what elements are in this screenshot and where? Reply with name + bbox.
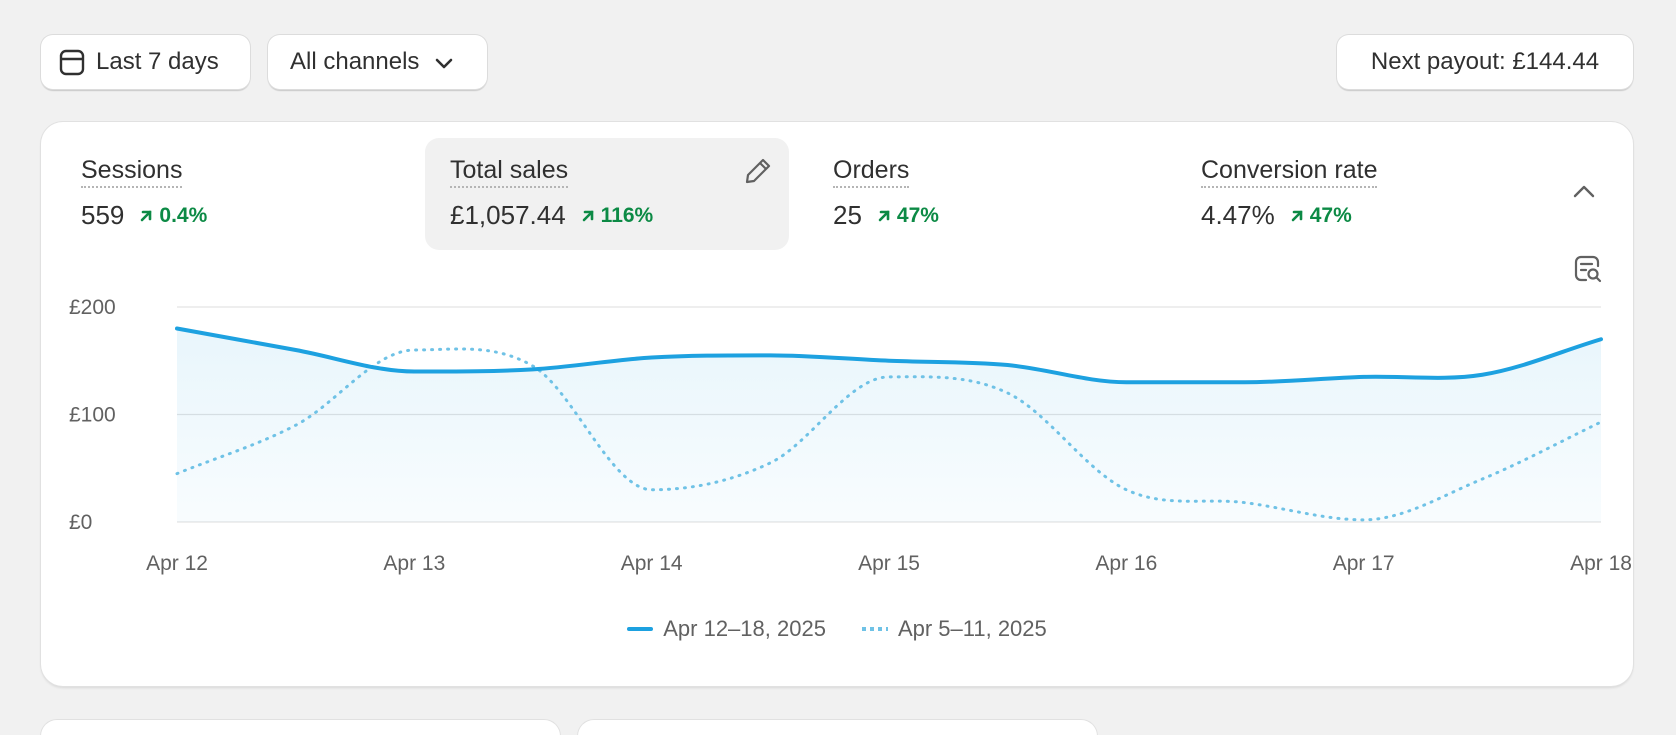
metric-change: 0.4% bbox=[138, 204, 207, 228]
metric-value: £1,057.44 bbox=[450, 200, 566, 230]
metric-label: Conversion rate bbox=[1201, 155, 1378, 188]
explore-report-icon[interactable] bbox=[1573, 254, 1603, 284]
chart-legend: Apr 12–18, 2025 Apr 5–11, 2025 bbox=[41, 616, 1633, 642]
legend-label: Apr 12–18, 2025 bbox=[663, 616, 826, 641]
x-tick-label: Apr 15 bbox=[858, 552, 920, 575]
analytics-card: Sessions 559 0.4% Total sales £1,057.44 … bbox=[41, 122, 1633, 686]
arrow-up-right-icon bbox=[582, 210, 593, 221]
metric-change: 47% bbox=[1289, 204, 1352, 228]
metric-value: 25 bbox=[833, 200, 862, 230]
chevron-up-icon[interactable] bbox=[1571, 182, 1597, 200]
arrow-up-right-icon bbox=[1291, 210, 1303, 221]
current-series-area bbox=[177, 328, 1601, 522]
metric-change: 47% bbox=[876, 204, 939, 228]
metric-value-row: 4.47% 47% bbox=[1201, 200, 1352, 231]
bottom-card-left bbox=[41, 720, 560, 735]
date-range-label: Last 7 days bbox=[96, 48, 219, 75]
metric-label: Sessions bbox=[81, 155, 183, 188]
x-tick-label: Apr 16 bbox=[1095, 552, 1157, 575]
metric-change-value: 47% bbox=[896, 203, 939, 227]
metric-orders[interactable]: Orders 25 47% bbox=[793, 138, 1157, 250]
x-tick-label: Apr 17 bbox=[1333, 552, 1395, 575]
pencil-icon[interactable] bbox=[743, 156, 773, 186]
metric-value-row: 559 0.4% bbox=[81, 200, 207, 231]
arrow-up-right-icon bbox=[878, 210, 890, 221]
metric-change-value: 116% bbox=[600, 203, 654, 227]
metric-change: 116% bbox=[580, 203, 654, 228]
legend-item-previous[interactable]: Apr 5–11, 2025 bbox=[861, 616, 1047, 642]
legend-swatch-dotted bbox=[861, 627, 888, 631]
metric-change-value: 0.4% bbox=[159, 203, 208, 227]
calendar-icon bbox=[59, 49, 85, 76]
next-payout-button[interactable]: Next payout: £144.44 bbox=[1337, 35, 1633, 89]
x-tick-label: Apr 18 bbox=[1570, 552, 1632, 575]
date-range-button[interactable]: Last 7 days bbox=[41, 35, 250, 89]
legend-item-current[interactable]: Apr 12–18, 2025 bbox=[627, 616, 826, 642]
metric-value-row: £1,057.44 116% bbox=[450, 200, 653, 231]
x-tick-label: Apr 13 bbox=[383, 552, 445, 575]
y-tick-label: £0 bbox=[69, 511, 92, 534]
previous-series-line bbox=[175, 347, 1603, 522]
metric-value: 559 bbox=[81, 200, 125, 230]
legend-swatch-solid bbox=[627, 627, 654, 631]
sales-line-chart: £0 £100 £200 Apr 12 Apr 13 Apr 14 Apr 15 Apr 16… bbox=[69, 296, 1632, 575]
metric-value: 4.47% bbox=[1201, 200, 1275, 230]
legend-label: Apr 5–11, 2025 bbox=[897, 616, 1047, 641]
x-tick-label: Apr 12 bbox=[146, 552, 208, 575]
metric-value-row: 25 47% bbox=[833, 200, 939, 231]
metric-conversion-rate[interactable]: Conversion rate 4.47% 47% bbox=[1161, 138, 1525, 250]
metric-label: Orders bbox=[833, 155, 910, 188]
metric-total-sales[interactable]: Total sales £1,057.44 116% bbox=[425, 138, 789, 250]
metric-label: Total sales bbox=[450, 155, 569, 188]
y-tick-label: £100 bbox=[69, 404, 116, 427]
arrow-up-right-icon bbox=[141, 210, 152, 221]
y-tick-label: £200 bbox=[69, 296, 116, 319]
metric-change-value: 47% bbox=[1309, 203, 1352, 227]
next-payout-label: Next payout: £144.44 bbox=[1370, 48, 1600, 75]
metric-sessions[interactable]: Sessions 559 0.4% bbox=[41, 138, 405, 250]
current-series-line bbox=[175, 326, 1603, 385]
channels-dropdown[interactable]: All channels bbox=[268, 35, 487, 89]
bottom-card-middle bbox=[578, 720, 1097, 735]
chevron-down-icon bbox=[436, 58, 453, 69]
channels-label: All channels bbox=[290, 48, 420, 75]
x-tick-label: Apr 14 bbox=[621, 552, 683, 575]
